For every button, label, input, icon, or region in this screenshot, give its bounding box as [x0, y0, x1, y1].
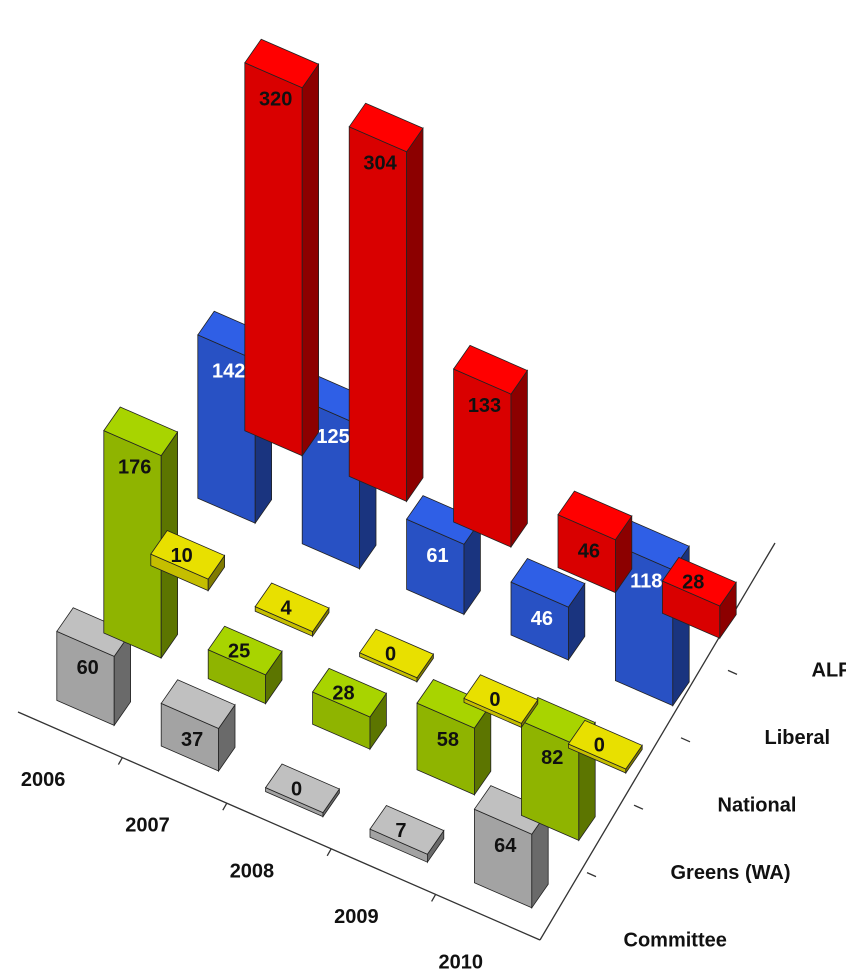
bar-top-face [510, 558, 586, 608]
x-tick-label: 2008 [230, 860, 275, 882]
bar-value-label: 118 [630, 571, 662, 593]
bar-value-label: 46 [531, 608, 553, 630]
x-axis-tick [326, 848, 332, 857]
bar-committee-2010: 64 [473, 785, 549, 910]
bar-national-2008: 0 [358, 628, 435, 684]
bar-value-label: 304 [363, 153, 397, 175]
bar-top-face [150, 530, 226, 580]
x-tick-label: 2007 [125, 815, 170, 837]
series-labels: ALP Liberal National Greens (WA) Committee [624, 660, 846, 952]
bar-top-face [348, 102, 424, 153]
bar-value-label: 142 [212, 361, 245, 383]
bar-top-face [567, 719, 643, 770]
bar-top-face [463, 674, 539, 724]
bar-top-face [452, 344, 529, 395]
x-axis-tick [117, 757, 123, 765]
bar-greens-wa-2007: 25 [207, 625, 283, 705]
bar-alp-2007: 304 [348, 102, 424, 503]
series-label-greens-wa: Greens (WA) [671, 862, 791, 884]
bar-value-label: 64 [494, 835, 517, 857]
bar-value-label: 133 [468, 395, 501, 417]
bar-side-face [301, 62, 320, 458]
x-tick-label: 2009 [334, 906, 379, 928]
bar-liberal-2009: 46 [510, 558, 586, 662]
bar-committee-2007: 37 [160, 679, 236, 773]
bar-alp-2009: 46 [557, 490, 633, 594]
bar-national-2006: 10 [150, 530, 226, 592]
x-tick-label: 2006 [21, 769, 66, 791]
x-axis-line [17, 711, 541, 941]
bar-value-label: 320 [259, 89, 292, 111]
x-axis-tick [431, 894, 437, 902]
y-axis-tick [727, 669, 738, 675]
x-tick-label: 2010 [439, 952, 484, 974]
bar-value-label: 28 [332, 683, 354, 705]
bar-top-face [557, 490, 633, 541]
bar-front-face [348, 126, 408, 503]
series-label-committee: Committee [624, 929, 727, 951]
bar-top-face [311, 667, 388, 718]
bar-value-label: 0 [291, 778, 302, 800]
x-tick-labels: 2006 2007 2008 2009 2010 [21, 769, 483, 973]
bar-value-label: 61 [426, 545, 448, 567]
bar-top-face [160, 679, 236, 729]
bar-committee-2009: 7 [369, 805, 445, 864]
bar-value-label: 46 [578, 540, 600, 562]
bar-liberal-2008: 61 [405, 495, 482, 616]
bar-greens-wa-2008: 28 [311, 667, 388, 751]
bar-top-face [661, 556, 737, 607]
bar-value-label: 60 [77, 657, 99, 679]
bar-value-label: 176 [118, 456, 151, 478]
bar-side-face [406, 126, 424, 503]
bar-value-label: 28 [682, 572, 704, 594]
bar-committee-2008: 0 [264, 763, 341, 818]
bar-national-2007: 4 [254, 582, 330, 638]
bar-top-face [103, 406, 179, 457]
series-label-national: National [718, 795, 797, 817]
bars: 60 37 0 7 64 176 25 28 58 82 10 4 0 0 0 142 125 61 46 118 32… [56, 38, 737, 910]
bar-value-label: 10 [171, 545, 193, 567]
bar-alp-2006: 320 [244, 38, 320, 458]
bar-value-label: 37 [181, 729, 203, 751]
y-axis-tick [680, 737, 691, 743]
x-axis-tick [222, 802, 228, 811]
bar-top-face [207, 625, 283, 676]
bar-top-face [254, 582, 330, 633]
bar-value-label: 58 [437, 729, 459, 751]
bar-greens-wa-2009: 58 [416, 679, 492, 797]
bar-value-label: 7 [395, 820, 406, 842]
bar-value-label: 125 [316, 426, 349, 448]
bar-top-face [369, 805, 445, 855]
bar-value-label: 4 [281, 597, 293, 619]
bar-value-label: 25 [228, 641, 250, 663]
series-label-liberal: Liberal [765, 727, 831, 749]
axis-ticks [117, 669, 738, 902]
bar-greens-wa-2010: 82 [520, 697, 596, 842]
bar-value-label: 0 [489, 689, 500, 711]
bar-value-label: 0 [594, 735, 605, 757]
bar-side-face [510, 369, 528, 549]
y-axis-tick [633, 804, 644, 810]
bar-top-face [244, 38, 320, 89]
bar-top-face [358, 628, 435, 679]
series-label-alp: ALP [812, 660, 846, 682]
bar-committee-2006: 60 [56, 607, 132, 727]
bar-alp-2008: 133 [452, 344, 529, 549]
bar-value-label: 0 [385, 644, 396, 666]
bar-national-2009: 0 [463, 674, 539, 729]
bar-national-2010: 0 [567, 719, 643, 775]
bar-value-label: 82 [541, 747, 563, 769]
bar-front-face [244, 62, 303, 457]
bar-alp-2010: 28 [661, 556, 737, 640]
y-axis-tick [586, 872, 597, 878]
bar-top-face [264, 763, 341, 814]
